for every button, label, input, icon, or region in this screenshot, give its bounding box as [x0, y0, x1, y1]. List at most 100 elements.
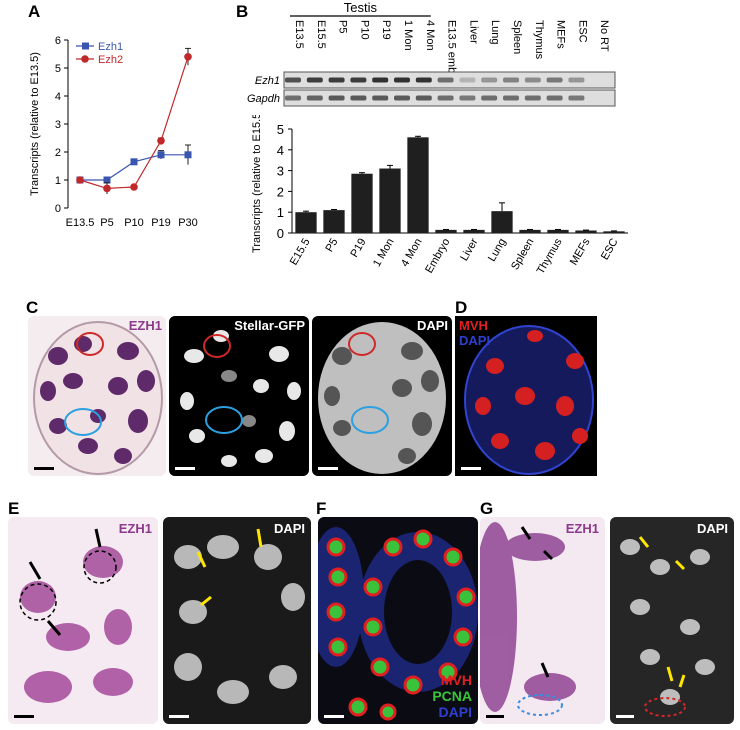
gel-band	[568, 95, 585, 101]
x-tick-label: Embryo	[423, 237, 452, 276]
y-tick-label: 4	[55, 91, 61, 103]
legend-marker	[82, 42, 89, 50]
x-tick-label: P30	[178, 217, 198, 229]
line-chart: 0 1 2 3 4 5 6 Transcripts (relative to E13.5) E1…	[29, 35, 198, 229]
scale-bar	[318, 467, 338, 470]
x-tick-label: E15.5	[288, 237, 313, 268]
y-tick-label: 4	[277, 143, 284, 158]
panel-label-f: F	[316, 499, 327, 518]
micrograph-ezh1-tissue: EZH1	[480, 517, 605, 724]
lane-label: P10	[358, 20, 370, 40]
y-tick-label: 5	[55, 63, 61, 75]
dapi-closeup-image	[174, 528, 305, 704]
data-point	[184, 151, 192, 159]
panel-label-a: A	[28, 2, 41, 21]
bar	[603, 231, 625, 233]
lane-label: No RT	[598, 20, 610, 52]
lane-label: P19	[380, 20, 392, 40]
stain-label-stellar-gfp: Stellar-GFP	[234, 318, 305, 333]
x-tick-label: Spleen	[509, 237, 537, 273]
x-tick-label: P5	[100, 217, 113, 229]
gel-band	[437, 95, 454, 101]
bar	[463, 229, 485, 233]
data-point	[76, 176, 84, 184]
gel-row-label: Gapdh	[247, 93, 280, 105]
gel-band	[415, 77, 432, 83]
y-tick-label: 2	[55, 147, 61, 159]
gel-band	[306, 77, 323, 83]
y-tick-label: 2	[277, 184, 284, 199]
x-tick-label: P10	[124, 217, 144, 229]
scale-bar	[34, 467, 54, 470]
stain-label-dapi: DAPI	[438, 704, 472, 720]
y-tick-label: 6	[55, 35, 61, 47]
mvh-pcna-dapi-image	[318, 527, 478, 721]
y-tick-label: 1	[277, 205, 284, 220]
data-point	[184, 53, 192, 61]
lane-label: 4 Mon	[424, 20, 436, 51]
y-tick-label: 3	[55, 119, 61, 131]
scale-bar	[175, 467, 195, 470]
gel-band	[285, 77, 301, 83]
lane-label: E15.5	[315, 20, 327, 49]
scale-bar	[14, 715, 34, 718]
lane-label: Spleen	[511, 20, 523, 54]
scale-bar	[324, 715, 344, 718]
micrograph-ezh1-stain: EZH1	[28, 316, 166, 476]
rt-pcr-gel: Testis E13.5 E15.5 P5 P10 P19 1 Mon 4 Mon E13.5 …	[247, 0, 616, 107]
bar	[351, 173, 373, 233]
stain-label-ezh1: EZH1	[128, 318, 162, 333]
micrograph-mvh-pcna-dapi: MVH PCNA DAPI	[318, 517, 478, 724]
micrograph-ezh1-closeup: EZH1	[8, 517, 158, 724]
stain-label-mvh: MVH	[440, 672, 472, 688]
panel-label-d: D	[455, 298, 468, 317]
gel-band	[306, 95, 323, 101]
scale-bar	[486, 715, 504, 718]
x-tick-label: 1 Mon	[371, 237, 397, 269]
x-tick-label: E13.5	[66, 217, 95, 229]
x-tick-label: Thymus	[535, 236, 565, 276]
data-point	[157, 137, 165, 145]
gel-row-label: Ezh1	[255, 75, 280, 87]
group-label: Testis	[344, 0, 378, 15]
stain-label-dapi: DAPI	[459, 333, 491, 348]
gel-band	[568, 77, 585, 83]
panel-label-e: E	[8, 499, 20, 518]
lane-label: MEFs	[555, 20, 567, 49]
lane-label: 1 Mon	[402, 20, 414, 51]
lane-label: Liver	[467, 20, 479, 44]
gel-band	[328, 95, 345, 101]
gel-band	[481, 95, 498, 101]
y-axis-title: Transcripts (relative to E13.5)	[29, 52, 41, 196]
gel-band	[285, 95, 301, 101]
gel-band	[394, 95, 410, 101]
stain-label-dapi: DAPI	[273, 521, 305, 536]
micrograph-dapi: DAPI	[312, 316, 452, 476]
mvh-dapi-image	[464, 325, 594, 475]
scale-bar	[616, 715, 634, 718]
data-point	[130, 183, 138, 191]
y-tick-label: 5	[277, 122, 284, 137]
panel-label-c: C	[26, 298, 39, 317]
gel-band	[350, 95, 367, 101]
stain-label-pcna: PCNA	[432, 688, 472, 704]
bar	[547, 229, 569, 233]
bar	[575, 230, 597, 233]
lane-label: ESC	[576, 20, 588, 43]
gel-band	[503, 77, 519, 83]
panel-label-g: G	[480, 499, 494, 518]
stain-label-dapi: DAPI	[696, 521, 728, 536]
gel-band	[459, 95, 476, 101]
data-point	[103, 184, 111, 193]
lane-label: Thymus	[533, 20, 545, 60]
lane-label: E13.5 embryo	[446, 20, 458, 88]
data-point	[103, 176, 111, 184]
y-tick-label: 3	[277, 164, 284, 179]
scale-bar	[461, 467, 481, 470]
gel-band	[394, 77, 410, 83]
gel-band	[524, 77, 541, 83]
dapi-tissue-image	[620, 536, 715, 717]
micrograph-dapi-tissue: DAPI	[610, 517, 734, 724]
gel-band	[459, 77, 476, 83]
data-point	[130, 158, 138, 166]
